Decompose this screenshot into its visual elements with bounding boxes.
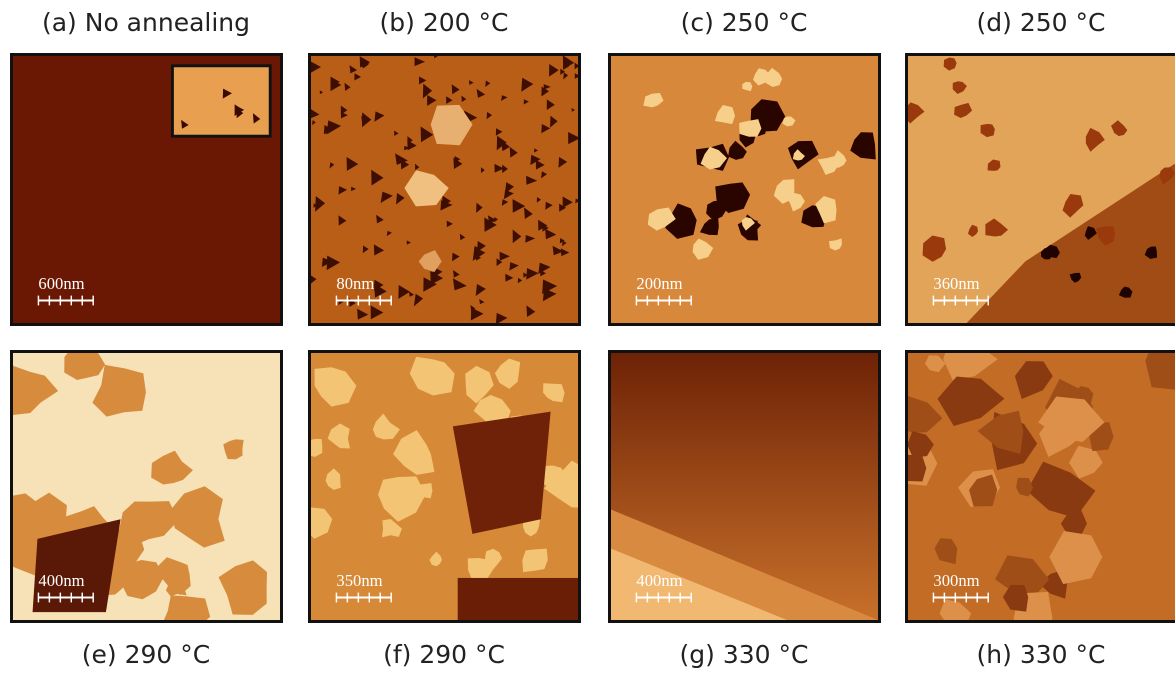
panel-caption: (a) No annealing <box>0 8 296 37</box>
afm-image: 200nm <box>608 53 881 326</box>
afm-image: 400nm <box>10 350 283 623</box>
scale-label: 80nm <box>336 274 374 293</box>
scale-label: 300nm <box>933 571 979 590</box>
figure: (a) No annealing 600nm (b) 200 °C 80nm (c) 2… <box>0 0 1175 673</box>
scale-label: 200nm <box>636 274 682 293</box>
afm-image: 400nm <box>608 350 881 623</box>
scale-label: 350nm <box>336 571 382 590</box>
panel-caption: (h) 330 °C <box>891 640 1175 669</box>
image: 360nm <box>908 56 1175 323</box>
texture <box>458 578 578 620</box>
scale-label: 400nm <box>636 571 682 590</box>
image: 400nm <box>13 353 280 620</box>
image: 350nm <box>311 353 578 620</box>
scale-label: 400nm <box>38 571 84 590</box>
afm-image: 350nm <box>308 350 581 623</box>
image: 600nm <box>13 56 280 323</box>
afm-image: 80nm <box>308 53 581 326</box>
panel-caption: (g) 330 °C <box>594 640 894 669</box>
image: 400nm <box>611 353 878 620</box>
image: 200nm <box>611 56 878 323</box>
scale-label: 600nm <box>38 274 84 293</box>
texture <box>522 549 547 573</box>
panel-caption: (f) 290 °C <box>294 640 594 669</box>
scale-label: 360nm <box>933 274 979 293</box>
image: 300nm <box>908 353 1175 620</box>
panel-caption: (e) 290 °C <box>0 640 296 669</box>
panel-caption: (b) 200 °C <box>294 8 594 37</box>
afm-image: 360nm <box>905 53 1175 326</box>
image: 80nm <box>311 56 578 323</box>
afm-image: 600nm <box>10 53 283 326</box>
afm-image: 300nm <box>905 350 1175 623</box>
panel-caption: (d) 250 °C <box>891 8 1175 37</box>
panel-caption: (c) 250 °C <box>594 8 894 37</box>
